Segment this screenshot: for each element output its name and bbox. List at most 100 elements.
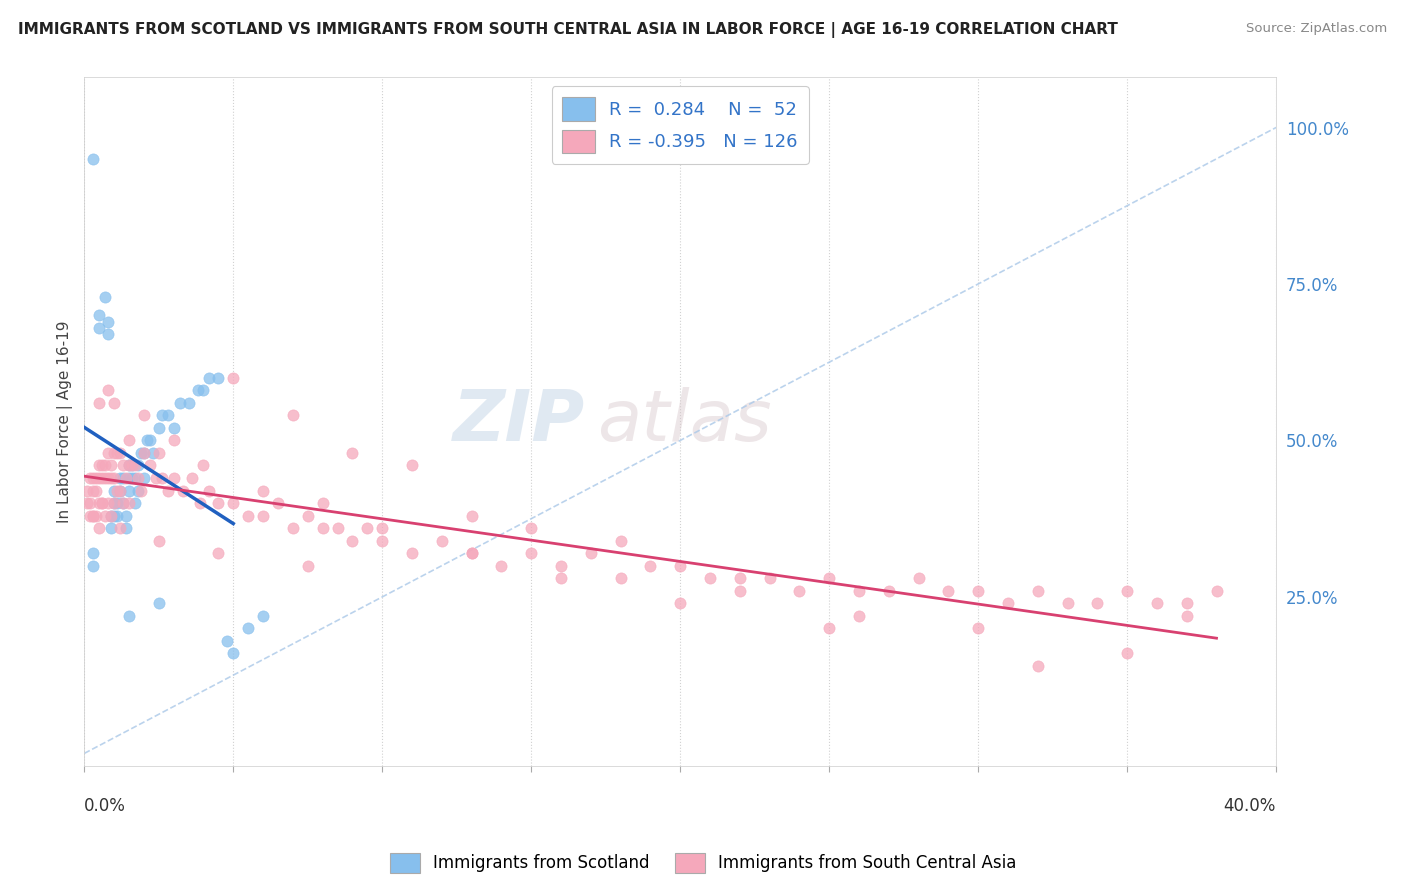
Point — [150, 409, 173, 423]
Point — [97, 326, 120, 341]
Point — [115, 521, 138, 535]
Point — [198, 371, 221, 385]
Point — [401, 546, 423, 560]
Point — [520, 521, 543, 535]
Point — [124, 496, 146, 510]
Point — [76, 483, 98, 498]
Point — [94, 289, 117, 303]
Point — [103, 396, 125, 410]
Point — [111, 471, 134, 485]
Point — [877, 583, 900, 598]
Point — [311, 496, 333, 510]
Point — [222, 496, 245, 510]
Point — [132, 446, 155, 460]
Point — [91, 496, 114, 510]
Point — [89, 471, 111, 485]
Point — [198, 483, 221, 498]
Point — [193, 384, 215, 398]
Point — [82, 558, 104, 573]
Point — [252, 483, 274, 498]
Point — [100, 471, 122, 485]
Point — [100, 508, 122, 523]
Point — [1026, 658, 1049, 673]
Point — [148, 446, 170, 460]
Point — [848, 608, 870, 623]
Point — [108, 483, 131, 498]
Point — [967, 583, 990, 598]
Point — [491, 558, 513, 573]
Point — [217, 633, 239, 648]
Point — [1116, 646, 1139, 660]
Point — [193, 458, 215, 473]
Point — [82, 152, 104, 166]
Point — [818, 571, 841, 585]
Point — [132, 409, 155, 423]
Point — [111, 496, 134, 510]
Point — [89, 521, 111, 535]
Point — [97, 446, 120, 460]
Point — [91, 471, 114, 485]
Point — [103, 446, 125, 460]
Point — [108, 483, 131, 498]
Point — [89, 308, 111, 322]
Point — [460, 508, 482, 523]
Point — [297, 508, 319, 523]
Point — [342, 533, 364, 548]
Point — [163, 471, 186, 485]
Point — [371, 533, 394, 548]
Point — [124, 471, 146, 485]
Point — [520, 546, 543, 560]
Point — [97, 471, 120, 485]
Text: 40.0%: 40.0% — [1223, 797, 1277, 814]
Point — [121, 458, 143, 473]
Point — [103, 508, 125, 523]
Point — [252, 608, 274, 623]
Point — [281, 521, 304, 535]
Point — [82, 471, 104, 485]
Point — [609, 533, 631, 548]
Point — [89, 458, 111, 473]
Point — [82, 546, 104, 560]
Point — [129, 446, 152, 460]
Point — [89, 320, 111, 334]
Point — [789, 583, 811, 598]
Point — [105, 483, 128, 498]
Point — [142, 446, 165, 460]
Point — [108, 471, 131, 485]
Point — [89, 396, 111, 410]
Point — [97, 496, 120, 510]
Y-axis label: In Labor Force | Age 16-19: In Labor Force | Age 16-19 — [58, 320, 73, 523]
Point — [326, 521, 349, 535]
Point — [108, 521, 131, 535]
Point — [1175, 608, 1198, 623]
Point — [121, 471, 143, 485]
Point — [148, 421, 170, 435]
Point — [103, 471, 125, 485]
Point — [118, 608, 141, 623]
Point — [115, 471, 138, 485]
Point — [132, 446, 155, 460]
Point — [118, 458, 141, 473]
Point — [82, 483, 104, 498]
Point — [281, 409, 304, 423]
Point — [129, 483, 152, 498]
Point — [100, 521, 122, 535]
Point — [180, 471, 202, 485]
Point — [669, 558, 692, 573]
Point — [89, 496, 111, 510]
Point — [127, 471, 149, 485]
Point — [118, 496, 141, 510]
Point — [1175, 596, 1198, 610]
Point — [207, 496, 229, 510]
Point — [238, 508, 260, 523]
Point — [118, 458, 141, 473]
Point — [252, 508, 274, 523]
Point — [156, 409, 179, 423]
Legend: Immigrants from Scotland, Immigrants from South Central Asia: Immigrants from Scotland, Immigrants fro… — [382, 847, 1024, 880]
Point — [82, 508, 104, 523]
Point — [79, 471, 101, 485]
Point — [94, 508, 117, 523]
Text: atlas: atlas — [596, 387, 772, 456]
Point — [103, 496, 125, 510]
Point — [127, 483, 149, 498]
